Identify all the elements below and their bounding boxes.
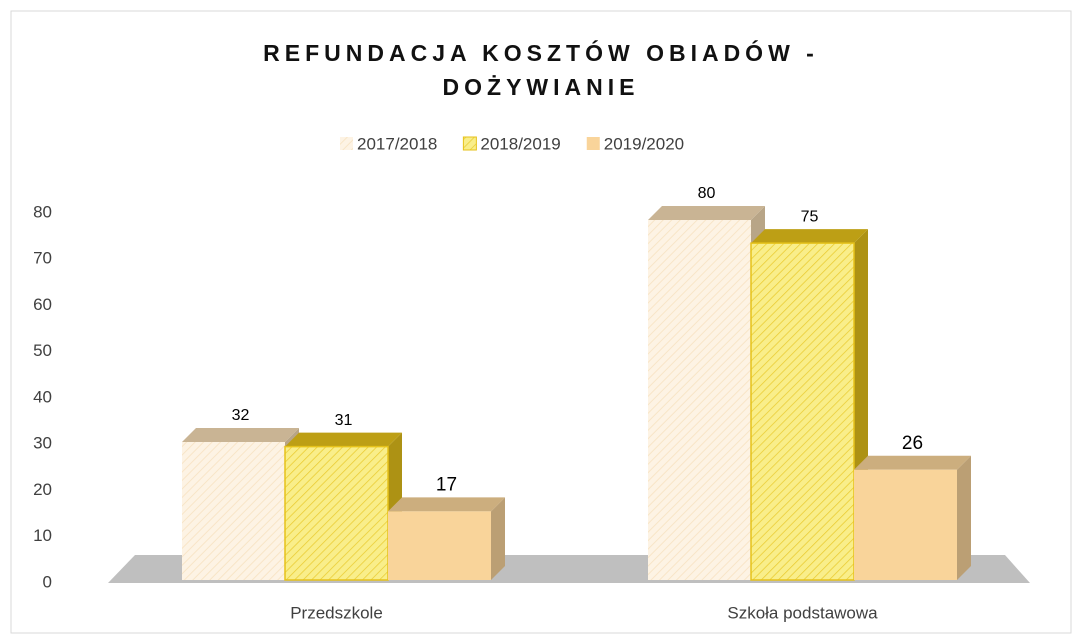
value-label: 32 [232, 407, 250, 424]
y-tick-label: 10 [33, 526, 52, 545]
bar-top [285, 432, 402, 447]
legend-swatch [586, 137, 600, 150]
value-label: 80 [698, 185, 716, 202]
chart-title: REFUNDACJA KOSZTÓW OBIADÓW - DOŻYWIANIE [263, 40, 819, 100]
x-tick-label: Przedszkole [290, 603, 383, 622]
legend-label: 2019/2020 [604, 134, 684, 153]
bar-top [388, 497, 505, 512]
value-label: 31 [335, 412, 353, 429]
bar [284, 445, 389, 581]
y-tick-label: 40 [33, 387, 52, 406]
legend-swatch [462, 136, 477, 151]
bar-side [491, 497, 505, 580]
bar-top [182, 428, 299, 442]
legend-swatch [340, 137, 353, 150]
bar-top [648, 206, 765, 220]
y-tick-label: 0 [43, 572, 52, 591]
value-label: 26 [902, 433, 923, 454]
bar [648, 220, 751, 580]
x-tick-label: Szkoła podstawowa [727, 603, 878, 622]
bar [182, 442, 285, 580]
y-tick-label: 70 [33, 249, 52, 268]
bar [854, 469, 957, 580]
bar [388, 511, 491, 580]
y-tick-label: 20 [33, 480, 52, 499]
y-tick-label: 30 [33, 434, 52, 453]
bar-top [854, 455, 971, 470]
value-label: 75 [801, 208, 819, 225]
legend-label: 2017/2018 [357, 134, 437, 153]
bar-top [751, 229, 868, 244]
y-tick-label: 50 [33, 341, 52, 360]
y-tick-label: 60 [33, 295, 52, 314]
legend-label: 2018/2019 [480, 134, 560, 153]
value-label: 17 [436, 474, 457, 495]
y-tick-label: 80 [33, 202, 52, 221]
bar [750, 242, 855, 581]
bar-side [957, 455, 971, 580]
